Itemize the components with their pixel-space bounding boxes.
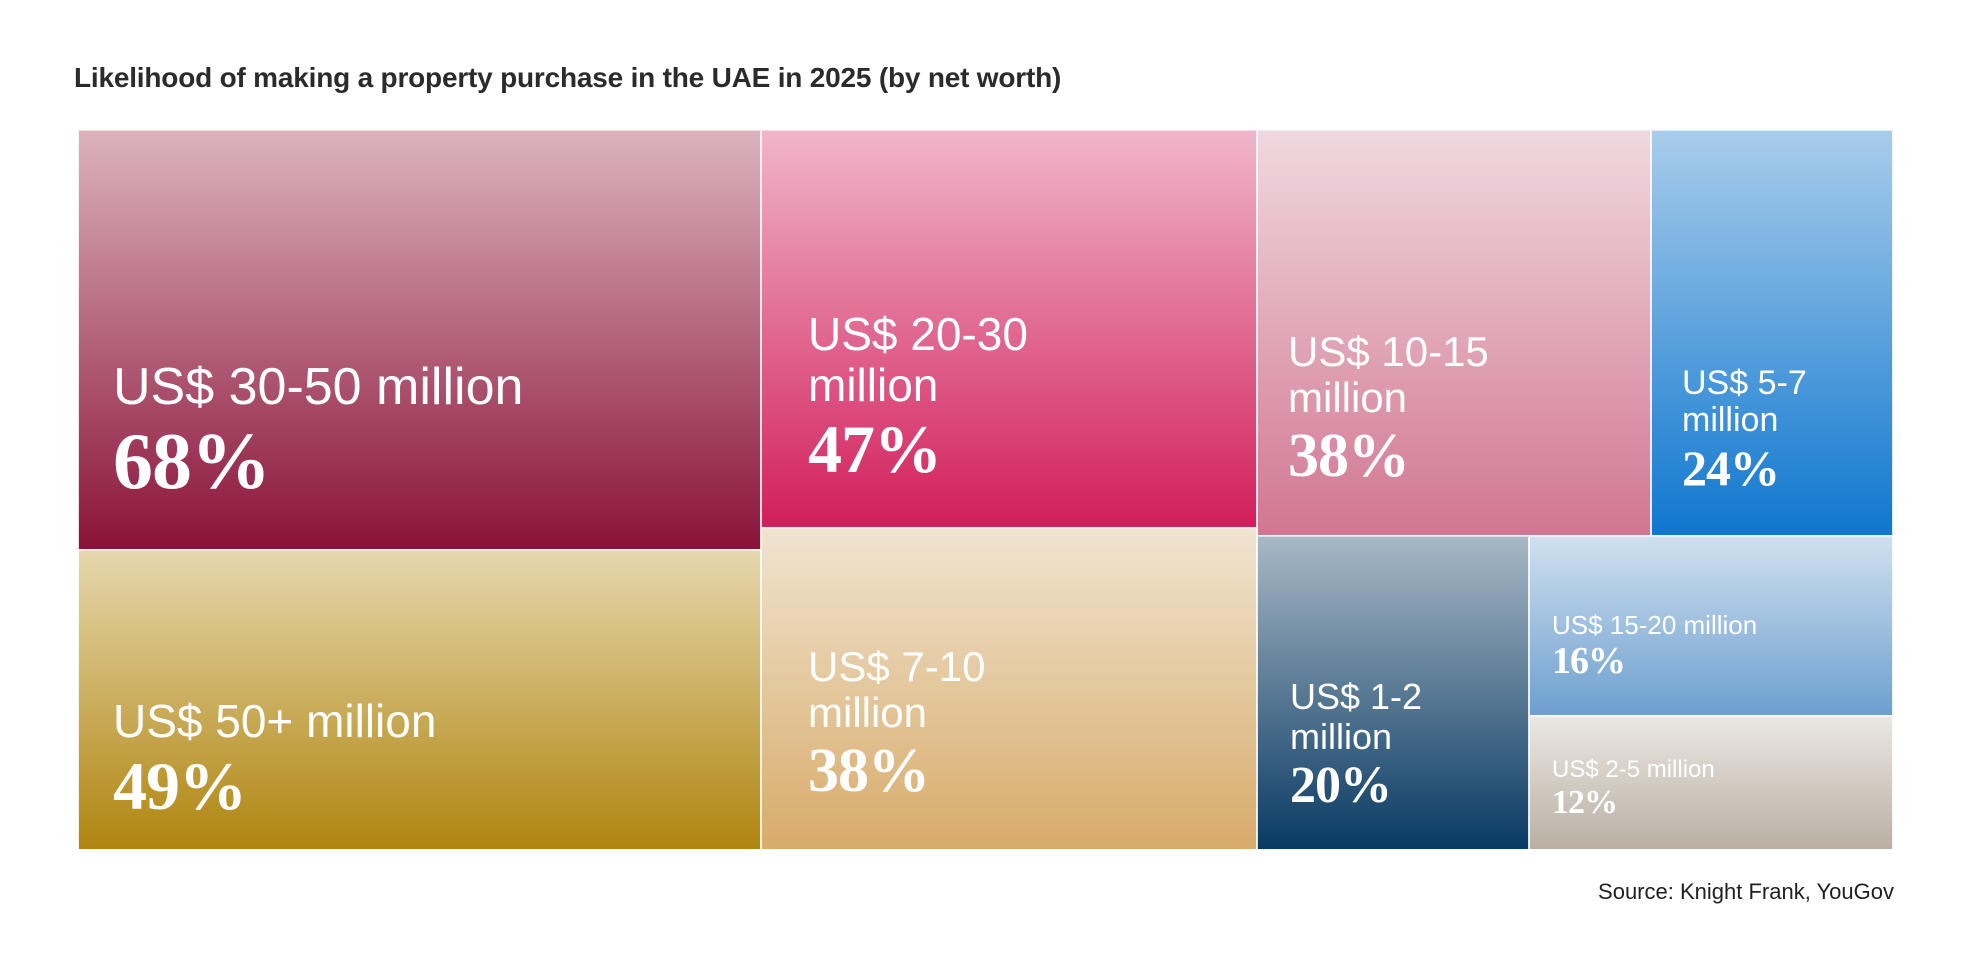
tile-label: US$ 7-10 million [808,643,986,737]
treemap-tile: US$ 30-50 million 68% [78,130,761,550]
tile-caption: US$ 50+ million 49% [113,696,436,825]
tile-value: 12% [1552,784,1618,822]
treemap-tile: US$ 20-30 million 47% [761,130,1257,528]
treemap-tile: US$ 15-20 million 16% [1529,536,1893,716]
chart-title: Likelihood of making a property purchase… [74,62,1062,93]
tile-value: 49% [113,747,247,824]
tile-value: 38% [1288,422,1410,491]
tile-value: 68% [113,418,271,507]
tile-caption: US$ 30-50 million 68% [113,358,524,508]
chart-source: Source: Knight Frank, YouGov [1598,879,1894,904]
treemap-tile: US$ 50+ million 49% [78,550,761,850]
tile-label: US$ 50+ million [113,695,437,747]
tile-value: 47% [808,411,942,488]
tile-label: US$ 10-15 million [1288,328,1489,422]
tile-caption: US$ 7-10 million 38% [808,643,1108,808]
tile-caption: US$ 5-7 million 24% [1682,364,1862,497]
tile-label: US$ 20-30 million [808,308,1028,411]
tile-label: US$ 30-50 million [113,358,524,416]
tile-label: US$ 2-5 million [1552,756,1715,783]
tile-label: US$ 5-7 million [1682,364,1807,440]
tile-value: 38% [808,737,930,806]
treemap-tile: US$ 10-15 million 38% [1257,130,1651,536]
tile-value: 20% [1290,757,1392,815]
treemap-tile: US$ 2-5 million 12% [1529,716,1893,850]
tile-caption: US$ 1-2 million 20% [1290,677,1490,816]
treemap-tile: US$ 1-2 million 20% [1257,536,1529,850]
tile-caption: US$ 2-5 million 12% [1552,756,1715,822]
tile-caption: US$ 10-15 million 38% [1288,328,1548,493]
tile-value: 24% [1682,439,1780,496]
tile-label: US$ 15-20 million [1552,610,1758,640]
treemap-tile: US$ 5-7 million 24% [1651,130,1893,536]
tile-label: US$ 1-2 million [1290,676,1423,757]
tile-value: 16% [1552,639,1626,682]
treemap-chart: US$ 30-50 million 68% US$ 50+ million 49% US… [78,130,1893,850]
treemap-tile: US$ 7-10 million 38% [761,528,1257,850]
tile-caption: US$ 15-20 million 16% [1552,611,1757,683]
tile-caption: US$ 20-30 million 47% [808,309,1108,488]
